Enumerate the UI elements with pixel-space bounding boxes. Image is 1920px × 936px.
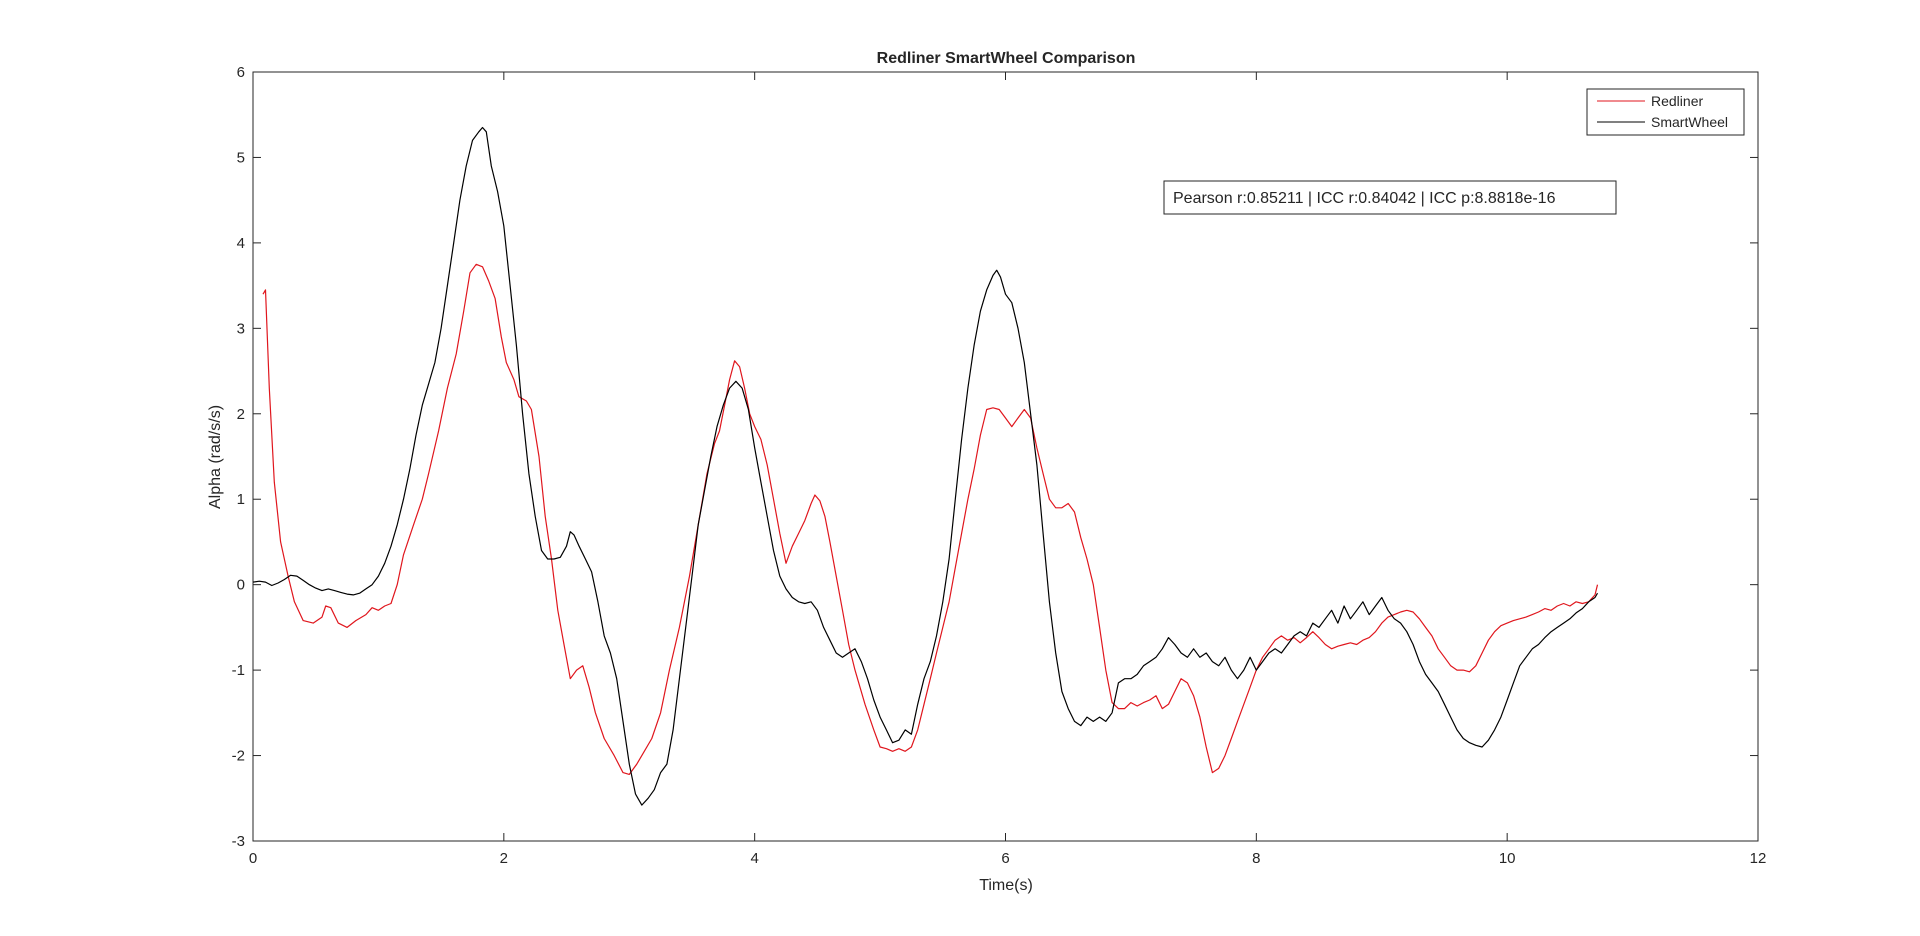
y-tick-label: -2 — [232, 748, 245, 765]
y-tick-label: 4 — [237, 235, 245, 252]
y-axis-label: Alpha (rad/s/s) — [207, 405, 224, 509]
x-tick-label: 6 — [1001, 850, 1009, 867]
stats-annotation-frame — [1163, 180, 1617, 215]
y-tick-label: 1 — [237, 491, 245, 508]
y-tick-label: -3 — [232, 833, 245, 850]
y-tick-label: 5 — [237, 149, 245, 166]
x-tick-label: 12 — [1750, 850, 1767, 867]
chart-title: Redliner SmartWheel Comparison — [877, 50, 1136, 67]
series-line-smartwheel — [252, 126, 1599, 806]
series-line-redliner — [262, 263, 1599, 775]
x-axis-label: Time(s) — [979, 877, 1033, 894]
legend-label-smartwheel: SmartWheel — [1651, 114, 1728, 130]
stats-annotation: Pearson r:0.85211 | ICC r:0.84042 | ICC … — [1163, 180, 1617, 215]
legend: Redliner SmartWheel — [1586, 88, 1745, 136]
legend-frame — [1586, 88, 1745, 136]
x-tick-label: 2 — [500, 850, 508, 867]
y-tick-label: 6 — [237, 64, 245, 81]
x-tick-label: 10 — [1499, 850, 1516, 867]
y-tick-label: -1 — [232, 662, 245, 679]
x-tick-label: 0 — [249, 850, 257, 867]
y-tick-label: 3 — [237, 320, 245, 337]
stats-annotation-text: Pearson r:0.85211 | ICC r:0.84042 | ICC … — [1173, 190, 1556, 207]
y-tick-label: 0 — [237, 577, 245, 594]
y-tick-label: 2 — [237, 406, 245, 423]
series-layer — [252, 126, 1599, 806]
x-tick-label: 4 — [750, 850, 758, 867]
x-tick-label: 8 — [1252, 850, 1260, 867]
legend-label-redliner: Redliner — [1651, 93, 1703, 109]
